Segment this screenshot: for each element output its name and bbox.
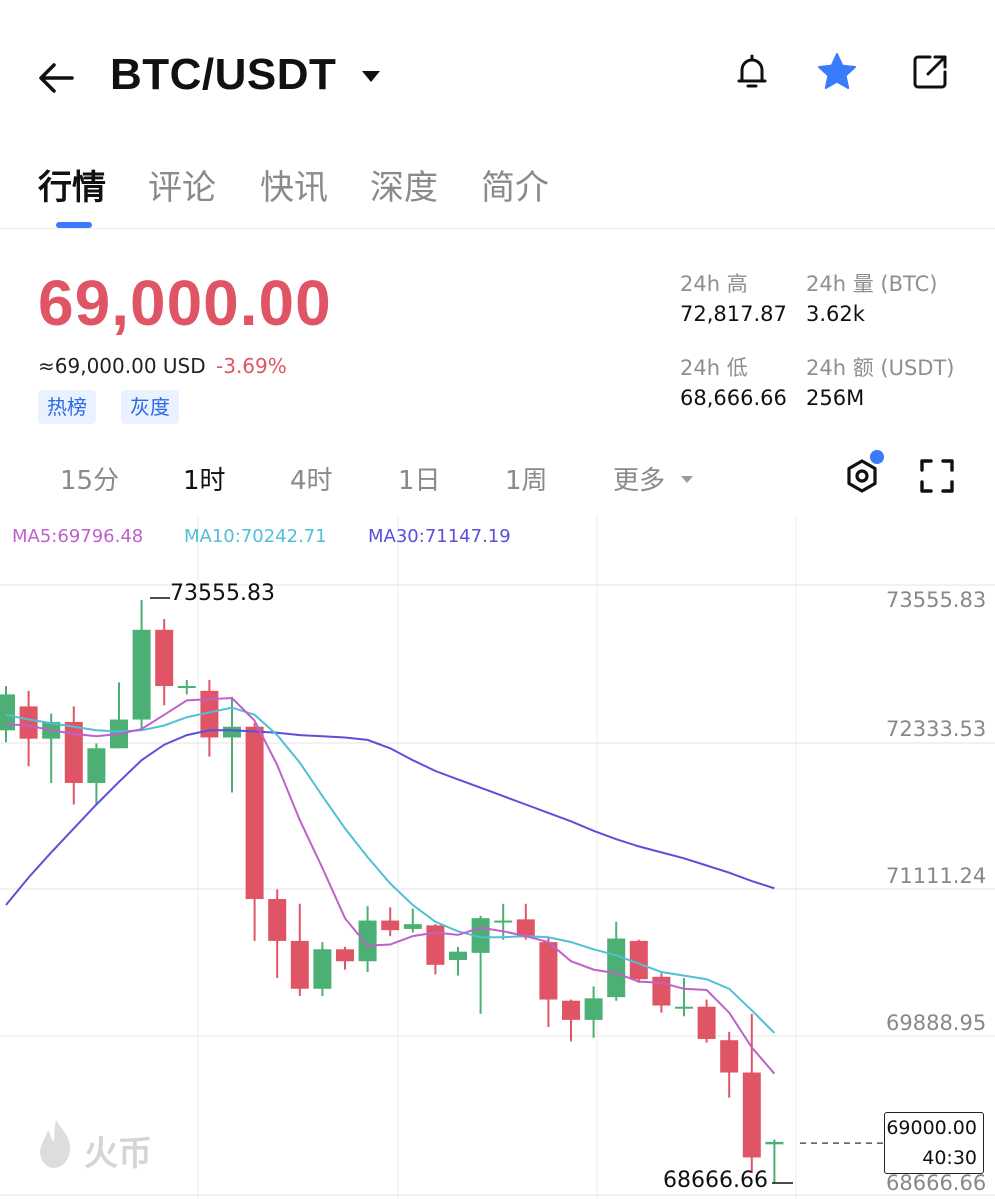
candle-body [64, 721, 83, 783]
price-change: -3.69% [216, 354, 287, 378]
candle-countdown: 40:30 [922, 1147, 977, 1169]
price-axis-label: 68666.66 [886, 1171, 987, 1195]
candle-body [87, 748, 106, 783]
price-axis-label: 71111.24 [886, 864, 987, 888]
candle-body [403, 924, 422, 929]
tag-grayscale[interactable]: 灰度 [121, 390, 179, 424]
ma10-label: MA10:70242.71 [184, 526, 327, 547]
candle-body [200, 690, 219, 738]
ma30-label: MA30:71147.19 [368, 526, 511, 547]
price-axis-label: 69888.95 [886, 1011, 987, 1035]
candle-body [223, 726, 241, 738]
candle-body [336, 949, 354, 962]
candle-body [471, 918, 490, 953]
candle-body [652, 976, 671, 1006]
candle-body [132, 629, 151, 720]
candle-body [381, 920, 400, 931]
back-arrow-icon[interactable] [34, 56, 78, 100]
fullscreen-icon[interactable] [917, 456, 957, 496]
volume-label: 24h 量 (BTC) [806, 272, 938, 296]
watermark-text: 火币 [84, 1134, 152, 1174]
interval-1d[interactable]: 1日 [398, 466, 441, 496]
candle-body [720, 1040, 739, 1073]
candle-body [539, 942, 558, 1000]
tag-hot[interactable]: 热榜 [38, 390, 96, 424]
candle-body [19, 706, 38, 739]
active-tab-indicator [56, 222, 92, 228]
candle-body [313, 949, 332, 989]
high-label: 24h 高 [680, 272, 748, 296]
usd-equivalent: ≈69,000.00 USD [38, 354, 206, 378]
interval-15m[interactable]: 15分 [60, 466, 120, 496]
candle-body [516, 919, 535, 938]
candle-body [245, 726, 264, 900]
divider [0, 228, 995, 229]
candle-body [765, 1141, 784, 1145]
current-price-value: 69000.00 [886, 1117, 977, 1139]
last-price: 69,000.00 [38, 267, 332, 339]
caret-down-icon [681, 476, 693, 483]
interval-4h[interactable]: 4时 [290, 466, 333, 496]
tab-comments[interactable]: 评论 [148, 168, 216, 208]
indicator-settings-icon[interactable] [842, 456, 882, 496]
candle-body [358, 920, 377, 962]
amount-value: 256M [806, 386, 865, 410]
low-marker-label: 68666.66 [663, 1168, 768, 1193]
candle-body [268, 899, 287, 941]
candle-body [155, 629, 174, 687]
candle-body [0, 694, 15, 731]
top-bar: BTC/USDT [0, 0, 995, 150]
low-value: 68,666.66 [680, 386, 787, 410]
candle-body [494, 920, 513, 923]
high-marker-label: 73555.83 [170, 581, 275, 606]
bell-icon[interactable] [730, 50, 774, 94]
candle-body [675, 1006, 693, 1009]
candle-body [629, 940, 648, 980]
current-price-box: 69000.00 40:30 [884, 1112, 984, 1174]
price-axis-label: 72333.53 [886, 717, 987, 741]
caret-down-icon[interactable] [358, 66, 384, 86]
candle-body [697, 1006, 716, 1040]
ma30-line [5, 729, 775, 906]
volume-value: 3.62k [806, 302, 865, 326]
candle-body [562, 1000, 580, 1020]
tab-news[interactable]: 快讯 [260, 168, 328, 208]
tab-depth[interactable]: 深度 [370, 168, 438, 208]
notification-dot [870, 450, 884, 464]
candlestick-chart[interactable] [0, 515, 995, 1199]
candle-body [584, 998, 603, 1020]
candle-body [177, 686, 196, 689]
interval-1w[interactable]: 1周 [505, 466, 548, 496]
share-icon[interactable] [908, 50, 952, 94]
amount-label: 24h 额 (USDT) [806, 356, 955, 380]
ma5-line [5, 696, 776, 1075]
low-label: 24h 低 [680, 356, 748, 380]
candle-body [742, 1072, 761, 1158]
high-value: 72,817.87 [680, 302, 787, 326]
tab-intro[interactable]: 简介 [481, 168, 549, 208]
star-icon[interactable] [815, 50, 859, 94]
candle-body [290, 940, 309, 989]
interval-1h[interactable]: 1时 [183, 466, 226, 496]
section-tabs: 行情 评论 快讯 深度 简介 [0, 150, 995, 228]
tab-market[interactable]: 行情 [38, 168, 106, 208]
price-axis-label: 73555.83 [886, 588, 987, 612]
pair-title[interactable]: BTC/USDT [110, 50, 337, 99]
candle-body [607, 938, 626, 998]
interval-more[interactable]: 更多 [613, 466, 666, 496]
candle-body [426, 925, 445, 965]
candle-body [449, 951, 467, 961]
flame-logo-icon [40, 1120, 70, 1168]
ma5-label: MA5:69796.48 [12, 526, 144, 547]
